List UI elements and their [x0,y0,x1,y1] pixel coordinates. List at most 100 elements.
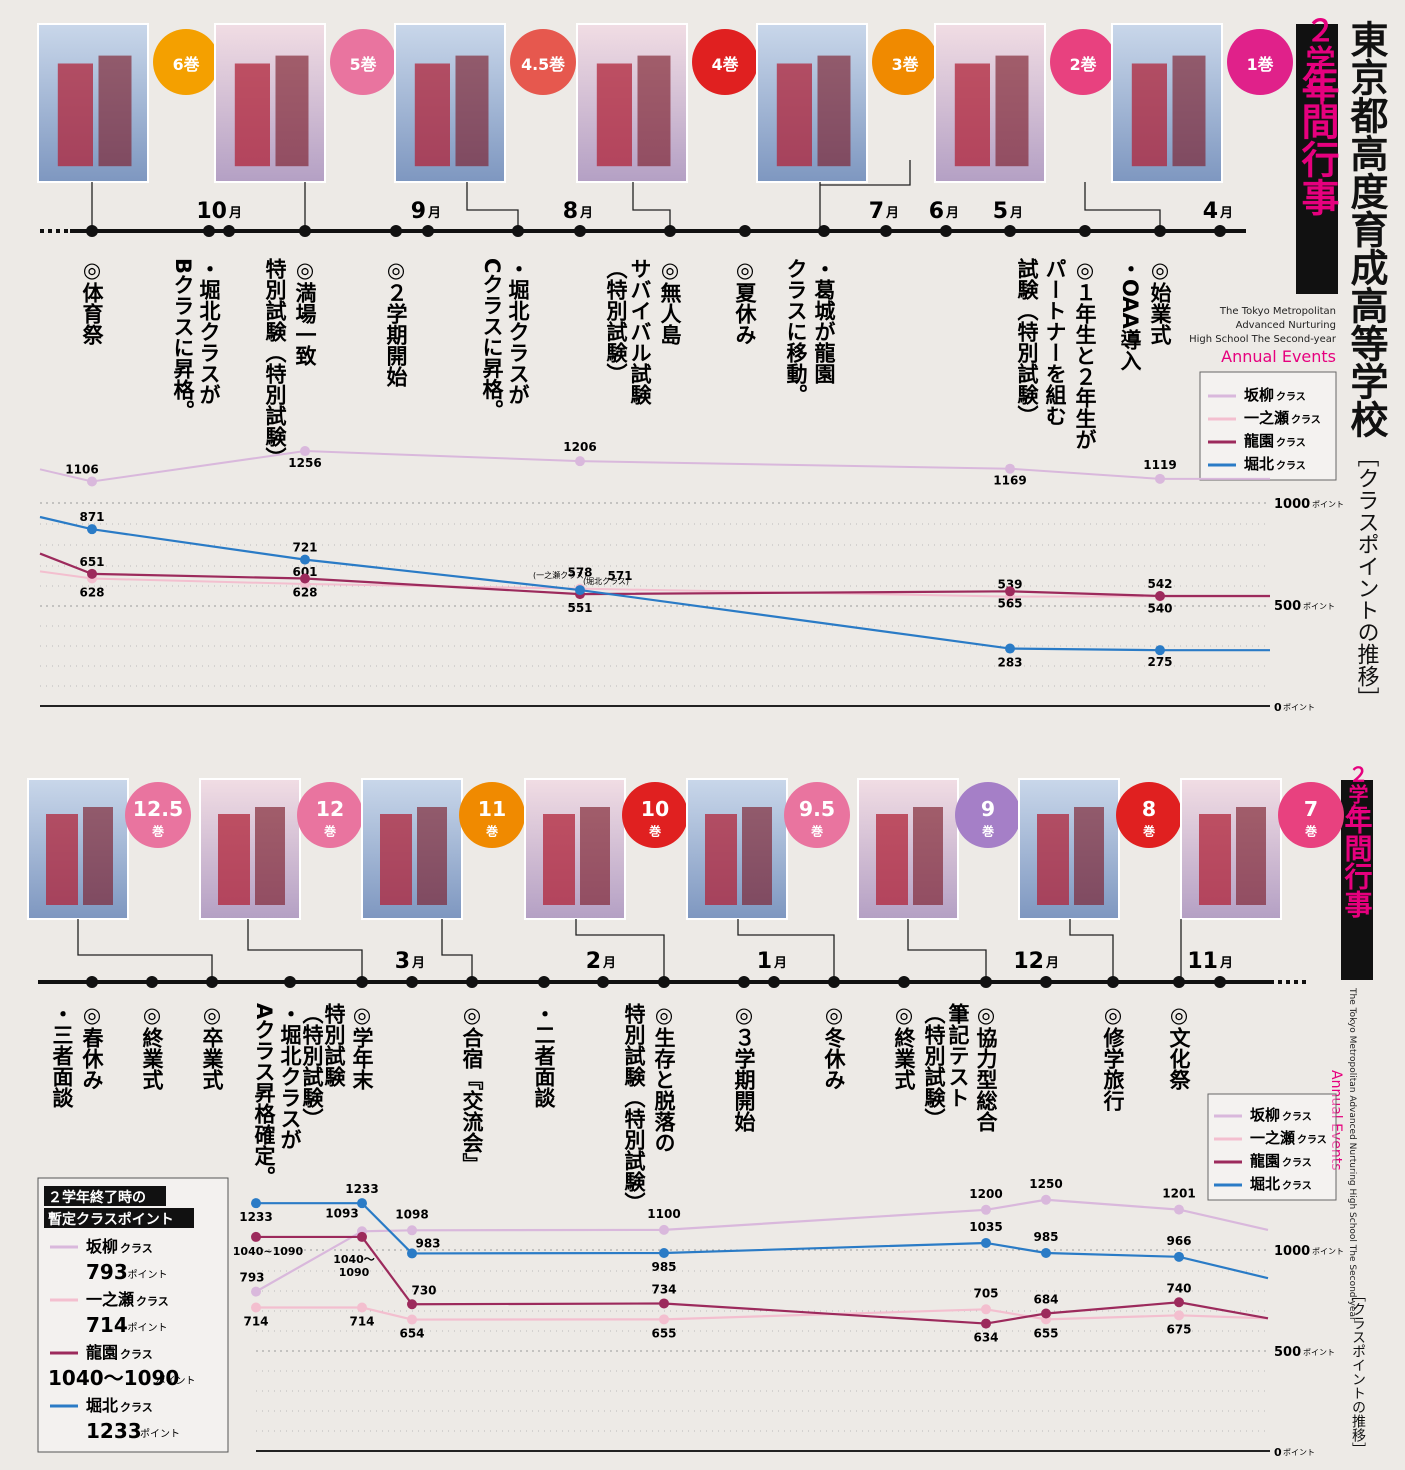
top-timeline-dot [664,225,676,237]
top-label-ichinose: 601 [292,565,317,579]
top-book-figure-b [455,55,489,167]
bottom-event-8-line-0: ◎生存と脱落の [652,1003,676,1153]
top-book-figure-a [234,63,270,167]
bottom-header-en-line: The Tokyo Metropolitan Advanced Nurturin… [1347,987,1357,1321]
bottom-event-12-line-1: 筆記テスト [946,1002,970,1108]
bottom-event-14-line-0: ◎文化祭 [1167,1003,1192,1090]
bottom-book-figure-b [580,807,610,905]
top-month-num: 4 [1203,199,1218,224]
final-name-horikita: 堀北 [86,1396,118,1415]
top-label-ryuen: 565 [997,596,1022,610]
top-label-ichinose: 540 [1147,601,1172,615]
bottom-event-4-line-0: ・堀北クラスが [278,1003,302,1150]
bottom-month-unit: 月 [773,956,787,971]
bottom-timeline-dot [206,976,218,988]
bottom-label-ryuen: 740 [1166,1281,1191,1295]
final-suffix-ryuen: クラス [120,1348,153,1361]
top-book-badge-label: 1巻 [1247,55,1275,74]
bottom-book-badge-num: 12.5 [133,797,183,821]
legend-top-suffix-sakayanagi: クラス [1276,391,1306,403]
bottom-timeline-dot [738,976,750,988]
bottom-book-figure-b [1074,807,1104,905]
bottom-book-0: 12.5 巻 [27,778,191,920]
bottom-book-badge-unit: 巻 [151,824,164,838]
bottom-book-1: 12 巻 [199,778,363,920]
top-label-ryuen: 551 [567,601,592,615]
top-line-sakayanagi [39,450,1270,483]
top-timeline-dot [203,225,215,237]
top-label-ryuen: 542 [1147,577,1172,591]
bottom-label-ichinose: 714 [243,1314,268,1328]
bottom-book-badge [955,782,1021,848]
bottom-label-sakayanagi: 1098 [395,1207,428,1221]
bottom-connector-3 [575,919,665,982]
bottom-book-badge-num: 11 [478,797,506,821]
top-book-figure-b [995,55,1029,167]
bottom-label-ryuen: 1040~1090 [233,1245,304,1258]
top-month-unit: 月 [885,206,899,221]
bottom-book-badge-unit: 巻 [981,824,994,838]
bottom-event-10-line-0: ◎冬休み [822,1003,847,1090]
bottom-book-figure-a [218,814,250,905]
bottom-label-sakayanagi: 1250 [1029,1177,1062,1191]
top-line-horikita [39,515,1270,652]
top-chart-series: 1106 1256 1206 1169 1119 628 601 578 539 540 651 62… [39,440,1270,670]
school-title: 東京都高度育成高等学校 [1344,20,1389,438]
bottom-point-horikita [407,1248,417,1259]
bottom-label-ichinose: 705 [973,1286,998,1300]
top-point-horikita [1005,643,1015,654]
top-label-sakayanagi: 1106 [65,462,98,476]
top-point-ryuen [1155,590,1165,601]
bottom-point-horikita [1174,1251,1184,1262]
bottom-point-ichinose [407,1314,417,1325]
top-event-5-line-0: ◎無人島 [658,258,682,345]
bottom-timeline-dots [86,976,1226,988]
bottom-event-7-line-0: ・二者面談 [532,1003,556,1109]
bottom-month-unit: 月 [411,956,425,971]
final-unit-ichinose: ポイント [128,1322,168,1334]
legend-top-suffix-ryuen: クラス [1276,437,1306,449]
legend-bottom-suffix-ichinose: クラス [1297,1134,1327,1146]
bottom-book-3: 10 巻 [524,778,688,920]
bottom-line-horikita [256,1202,1269,1280]
legend-top [1199,371,1337,481]
bottom-line-ryuen [256,1235,1269,1325]
bottom-label-ichinose: 654 [399,1327,424,1341]
top-book-figure-b [637,55,671,167]
top-axis-500: 500 [1274,599,1301,614]
top-chart-grid: 1000 ポイント 500 ポイント 0 ポイント [40,497,1344,714]
top-axis-unit-1000: ポイント [1312,500,1344,509]
top-event-2-line-0: ◎満場一致 [293,258,317,367]
top-book-0: 6巻 [37,23,219,183]
top-label-horikita: 871 [79,510,104,524]
bottom-book-badge-unit: 巻 [485,824,498,838]
final-value-sakayanagi: 793 [86,1260,128,1284]
bottom-point-ichinose [1174,1310,1184,1321]
bottom-timeline-dot [538,976,550,988]
bottom-book-7: 7巻 [1180,778,1344,920]
bottom-axis-500: 500 [1274,1345,1301,1360]
top-label-ryuen: 628 [292,586,317,600]
top-event-8-line-1: パートナーを組む [1043,258,1067,426]
top-timeline-dot [940,225,952,237]
top-timeline-dots [86,225,1226,237]
bottom-point-horikita [659,1248,669,1259]
top-timeline-dot [1214,225,1226,237]
bottom-point-ichinose [659,1314,669,1325]
header-en-line-2: Advanced Nurturing [1236,320,1336,331]
top-event-0-line-0: ◎体育祭 [80,258,105,345]
bottom-chart-grid: 1000 ポイント 500 ポイント 0 ポイント [256,1244,1344,1459]
top-label-sakayanagi: 1206 [563,440,596,454]
bottom-event-12-line-0: ◎協力型総合 [974,1003,998,1133]
top-event-1-line-1: Bクラスに昇格。 [171,258,195,421]
top-connector-5 [820,160,911,186]
top-month-unit: 月 [1009,206,1023,221]
top-timeline-dot [1154,225,1166,237]
top-label-horikita: 721 [292,541,317,555]
legend-bottom-name-ryuen: 龍園 [1250,1152,1280,1170]
legend-top-suffix-ichinose: クラス [1291,414,1321,426]
bottom-timeline-dot [466,976,478,988]
top-label-ryuen: 651 [79,555,104,569]
top-timeline-dot [739,225,751,237]
